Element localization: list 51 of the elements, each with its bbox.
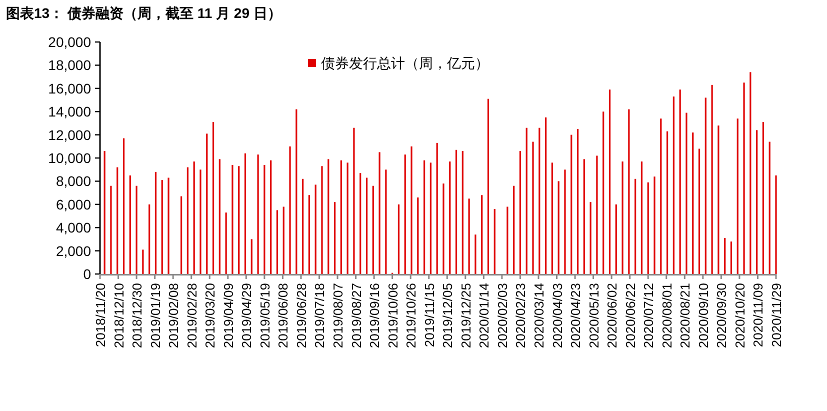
x-tick-label: 2020/03/14	[531, 283, 546, 348]
y-tick-label: 16,000	[48, 80, 92, 96]
y-tick-label: 6,000	[56, 196, 92, 212]
x-tick-label: 2020/01/14	[476, 283, 492, 348]
x-tick-label: 2020/09/30	[714, 283, 730, 348]
x-tick-label: 2019/09/16	[367, 283, 382, 348]
y-tick-label: 10,000	[48, 150, 92, 166]
x-tick-label: 2020/10/20	[732, 283, 748, 348]
chart-title: 图表13： 债券融资（周，截至 11 月 29 日）	[6, 5, 282, 21]
x-tick-label: 2019/08/07	[330, 283, 346, 348]
x-tick-label: 2020/06/22	[622, 283, 638, 348]
x-tick-label: 2019/10/26	[404, 283, 419, 348]
x-tick-label: 2019/08/27	[348, 283, 364, 348]
y-tick-label: 20,000	[48, 34, 92, 50]
x-tick-label: 2018/11/20	[93, 283, 108, 348]
y-tick-label: 0	[83, 266, 92, 282]
x-tick-label: 2019/04/29	[239, 283, 254, 348]
x-tick-label: 2020/07/12	[641, 283, 656, 348]
y-tick-label: 4,000	[56, 220, 92, 236]
x-tick-label: 2020/11/09	[750, 283, 766, 348]
x-tick-label: 2020/02/03	[494, 283, 510, 348]
x-tick-label: 2019/04/09	[220, 283, 236, 348]
y-tick-label: 8,000	[56, 173, 92, 190]
legend-label: 债券发行总计（周，亿元）	[321, 55, 489, 71]
x-tick-label: 2019/03/20	[202, 283, 218, 348]
x-tick-label: 2019/02/08	[166, 283, 182, 348]
x-tick-label: 2019/06/28	[294, 283, 309, 348]
x-tick-label: 2019/12/25	[458, 283, 474, 348]
x-tick-label: 2020/09/10	[696, 283, 711, 348]
x-tick-label: 2020/11/29	[769, 283, 784, 348]
x-tick-label: 2019/05/19	[257, 283, 272, 348]
x-tick-label: 2019/11/15	[422, 283, 437, 348]
x-tick-label: 2019/02/28	[184, 283, 200, 348]
x-tick-label: 2020/04/03	[550, 283, 565, 348]
x-tick-label: 2018/12/30	[130, 283, 145, 348]
x-tick-label: 2018/12/10	[111, 283, 126, 348]
y-tick-label: 2,000	[56, 242, 92, 259]
x-tick-label: 2020/02/23	[513, 283, 528, 348]
y-tick-label: 18,000	[48, 57, 92, 74]
x-tick-label: 2019/12/05	[440, 283, 456, 348]
x-tick-label: 2020/08/01	[659, 283, 674, 348]
x-tick-label: 2020/05/13	[586, 283, 602, 348]
x-tick-label: 2019/10/06	[385, 283, 400, 348]
x-tick-label: 2019/01/19	[148, 283, 163, 348]
y-tick-label: 14,000	[48, 104, 92, 120]
x-tick-label: 2019/06/08	[276, 283, 291, 348]
y-tick-label: 12,000	[48, 126, 92, 143]
x-tick-label: 2019/07/18	[312, 283, 328, 348]
x-tick-label: 2020/04/23	[568, 283, 584, 348]
x-tick-label: 2020/08/21	[678, 283, 693, 348]
x-tick-label: 2020/06/02	[604, 283, 620, 348]
